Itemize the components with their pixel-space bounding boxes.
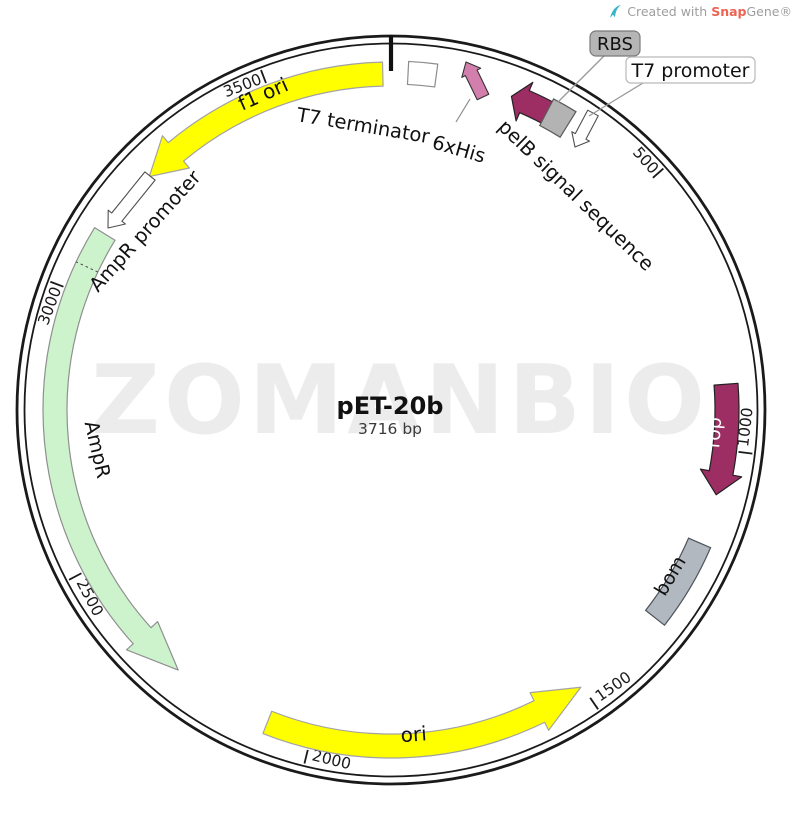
- plasmid-title: pET-20b: [337, 392, 444, 420]
- his-tag-shape: [461, 61, 490, 101]
- t7-promoter-label-callout-line: [588, 82, 644, 117]
- ori-label: ori: [400, 721, 428, 747]
- tick-label-1000: 1000: [734, 407, 757, 448]
- snapgene-credit: Created with SnapGene®: [609, 4, 792, 19]
- rop-shape: [699, 382, 743, 496]
- rbs-label-callout-line: [557, 55, 605, 103]
- credit-prefix: Created with: [627, 4, 712, 19]
- credit-suffix: Gene®: [746, 4, 793, 19]
- ori-shape: [262, 686, 582, 759]
- his-tag-label: 6xHis: [430, 131, 488, 168]
- his-tag-callout-line: [455, 98, 471, 123]
- bom-shape: [644, 537, 712, 627]
- t7-promoter-arrow-shape: [571, 109, 599, 148]
- ampr-segment-divider: [75, 261, 99, 273]
- t7-terminator-label: T7 terminator: [294, 103, 432, 148]
- ampr-shape: [42, 227, 179, 671]
- t7-promoter-label-box: [625, 56, 756, 84]
- rbs-feature-shape: [538, 98, 577, 139]
- tick-1000: [738, 451, 753, 455]
- snapgene-logo-icon: [610, 4, 622, 18]
- rbs-label-text: RBS: [597, 34, 633, 55]
- t7-promoter-label-text: T7 promoter: [631, 60, 750, 82]
- credit-brand: Snap: [711, 4, 747, 19]
- credit-text: Created with SnapGene®: [627, 4, 792, 19]
- t7-terminator-shape: [406, 60, 439, 88]
- rop-label: rop: [702, 416, 726, 449]
- plasmid-size: 3716 bp: [358, 420, 422, 438]
- tick-500: [652, 167, 664, 179]
- rbs-label-box: [589, 30, 641, 57]
- tick-3000: [50, 280, 64, 288]
- watermark: ZOMANBIO: [91, 346, 709, 456]
- tick-2000: [303, 749, 309, 764]
- tick-1500: [589, 697, 599, 710]
- tick-2500: [68, 572, 82, 581]
- ampr-promoter-arrow-shape: [107, 171, 156, 229]
- ampr-label: AmpR: [80, 419, 116, 481]
- tick-3500: [260, 69, 267, 84]
